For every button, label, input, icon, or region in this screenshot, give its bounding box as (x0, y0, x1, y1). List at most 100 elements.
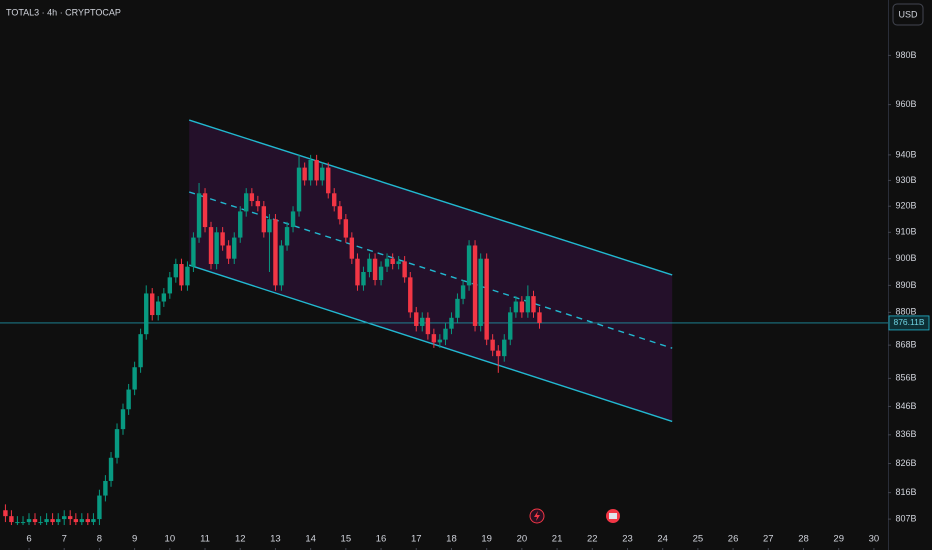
candle-body (390, 258, 395, 265)
x-tick-label: 24 (657, 534, 668, 545)
x-tick-label: 12 (235, 534, 246, 545)
candle-body (220, 232, 225, 246)
candle-body (455, 298, 460, 318)
candle-body (138, 334, 143, 368)
y-tick-label: 807B (895, 513, 916, 523)
candle-body (472, 245, 478, 326)
x-tick-label: 9 (132, 534, 137, 545)
x-tick-label: 27 (763, 534, 774, 545)
y-tick-label: 816B (895, 487, 916, 497)
candle-body (67, 516, 73, 520)
candle-body (208, 227, 214, 265)
candle-body (144, 293, 149, 335)
candle-body (173, 264, 179, 278)
candle-body (414, 312, 419, 326)
x-tick-label: 11 (200, 534, 210, 545)
event-icon[interactable] (606, 509, 620, 523)
candle-body (367, 258, 372, 273)
candle-body (91, 519, 96, 523)
candle-body (196, 193, 202, 238)
y-tick-label: 846B (895, 401, 916, 411)
candle-body (108, 457, 114, 481)
candle-body (284, 227, 290, 246)
candle-body (420, 317, 425, 326)
candle-body (273, 219, 278, 286)
currency-button[interactable] (892, 3, 924, 26)
candle-body (496, 350, 501, 357)
x-tick-label: 15 (341, 534, 352, 545)
candle-body (320, 167, 325, 181)
candle-body (337, 206, 343, 220)
x-tick-label: 19 (481, 534, 492, 545)
candle-body (519, 301, 525, 313)
candle-body (114, 429, 120, 458)
y-tick-label: 890B (895, 280, 916, 290)
y-tick-label: 826B (895, 458, 916, 468)
x-tick-label: 8 (97, 534, 102, 545)
event-icon[interactable] (529, 508, 545, 524)
candle-body (38, 522, 43, 524)
x-tick-label: 18 (446, 534, 457, 545)
candle-body (437, 339, 443, 343)
candle-body (214, 232, 219, 265)
candle-body (167, 277, 173, 294)
y-tick-label: 868B (895, 340, 916, 350)
y-tick-label: 856B (895, 373, 916, 383)
candle-body (32, 519, 38, 523)
candle-body (502, 339, 507, 357)
candle-body (466, 245, 472, 286)
candle-body (402, 261, 407, 278)
x-tick-label: 7 (62, 534, 67, 545)
candle-body (296, 167, 302, 212)
candle-body (232, 237, 237, 259)
x-tick-label: 10 (165, 534, 176, 545)
candle-body (408, 277, 413, 313)
candle-body (290, 211, 296, 228)
candle-body (79, 519, 85, 523)
candle-body (537, 312, 542, 323)
chart-title: TOTAL3 · 4h · CRYPTOCAP (6, 7, 121, 17)
y-tick-label: 980B (895, 50, 916, 60)
candle-body (513, 301, 519, 313)
event-icon-glyph (534, 511, 540, 521)
y-tick-label: 960B (895, 99, 916, 109)
candle-body (308, 159, 313, 181)
candle-body (332, 193, 337, 207)
candle-body (378, 266, 384, 281)
y-tick-label: 900B (895, 253, 916, 263)
last-price-box (888, 315, 930, 331)
x-tick-label: 23 (622, 534, 633, 545)
candle-body (238, 211, 243, 238)
candle-body (478, 258, 483, 326)
x-tick-label: 16 (376, 534, 387, 545)
plot-area (0, 119, 888, 526)
y-tick-label: 836B (895, 429, 916, 439)
candle-body (132, 367, 137, 390)
candle-body (396, 261, 401, 265)
x-tick-label: 30 (869, 534, 880, 545)
candle-body (267, 219, 272, 233)
x-tick-label: 29 (833, 534, 844, 545)
candle-body (20, 522, 26, 524)
candle-body (361, 272, 366, 286)
candle-body (202, 193, 208, 228)
candle-body (179, 264, 184, 286)
candle-body (508, 312, 513, 340)
x-tick-label: 17 (411, 534, 422, 545)
candle-body (85, 519, 91, 523)
candle-body (355, 258, 360, 286)
candle-body (302, 167, 307, 181)
candle-body (150, 293, 155, 316)
candle-body (249, 193, 255, 202)
candle-body (484, 258, 489, 340)
candle-body (531, 296, 536, 313)
candle-body (326, 167, 331, 194)
channel-upper-line (188, 119, 673, 276)
x-tick-label: 28 (798, 534, 809, 545)
candle-body (103, 480, 108, 496)
y-tick-label: 880B (895, 307, 916, 317)
x-tick-label: 13 (270, 534, 281, 545)
candle-body (15, 522, 20, 524)
